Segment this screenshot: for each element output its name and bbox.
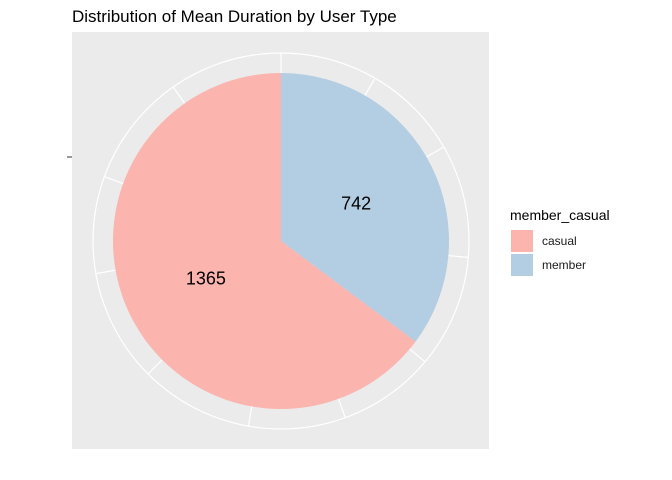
data-label-member: 742 xyxy=(341,193,371,213)
slice-labels: 742 1365 xyxy=(186,193,371,288)
chart-title: Distribution of Mean Duration by User Ty… xyxy=(72,7,397,26)
legend-label-casual: casual xyxy=(542,234,577,248)
legend-label-member: member xyxy=(542,258,586,272)
legend-title: member_casual xyxy=(510,207,610,223)
legend-items: casual member xyxy=(511,230,586,276)
pie-slices xyxy=(113,73,450,410)
data-label-casual: 1365 xyxy=(186,269,226,289)
legend-key-member xyxy=(511,254,533,276)
legend-key-casual xyxy=(511,230,533,252)
pie-slice-member xyxy=(281,73,450,342)
pie-slice-casual xyxy=(113,73,416,410)
legend: member_casual casual member xyxy=(510,207,610,276)
